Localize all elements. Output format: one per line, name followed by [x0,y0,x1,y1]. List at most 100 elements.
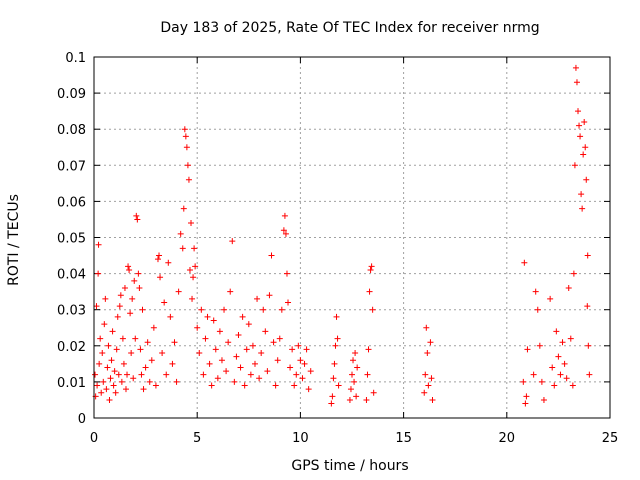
data-point [120,360,127,367]
data-point [428,375,435,382]
data-point [237,364,244,371]
data-point [122,386,129,393]
data-point [180,205,187,212]
data-point [191,245,198,252]
data-point [572,64,579,71]
data-point [534,306,541,313]
data-point [189,295,196,302]
data-point [366,288,373,295]
y-tick-label: 0.1 [65,51,86,66]
data-point [285,299,292,306]
data-point [584,303,591,310]
data-point [194,324,201,331]
data-point [192,263,199,270]
data-point [264,368,271,375]
data-point [422,371,429,378]
data-point [112,389,119,396]
data-point [95,241,102,248]
data-point [289,346,296,353]
data-point [538,378,545,385]
data-point [370,389,377,396]
data-point [212,346,219,353]
data-point [107,375,114,382]
data-point [421,389,428,396]
data-point [109,328,116,335]
data-point [332,342,339,349]
data-point [280,227,287,234]
data-point [96,360,103,367]
data-point [163,371,170,378]
y-tick-label: 0.06 [57,195,86,210]
data-point [354,364,361,371]
data-point [369,306,376,313]
data-point [113,346,120,353]
data-point [368,263,375,270]
data-point [139,306,146,313]
data-point [330,375,337,382]
data-point [161,299,168,306]
data-point [154,256,161,263]
data-point [137,346,144,353]
x-tick-label: 0 [90,431,98,446]
data-point [223,368,230,375]
data-point [181,126,188,133]
data-point [241,382,248,389]
data-point [103,386,110,393]
data-point [136,285,143,292]
data-point [530,371,537,378]
data-point [235,331,242,338]
data-point [575,108,582,115]
data-point [278,306,285,313]
data-point [429,396,436,403]
data-point [245,321,252,328]
data-point [364,371,371,378]
data-point [97,335,104,342]
data-point [142,364,149,371]
y-tick-labels: 0 0.01 0.02 0.03 0.04 0.05 0.06 0.07 0.08 0.09 0.1 [57,51,86,427]
data-point [352,350,359,357]
data-point [522,400,529,407]
data-point [425,382,432,389]
data-point [110,382,117,389]
chart-title: Day 183 of 2025, Rate Of TEC Index for r… [160,20,539,36]
data-point [157,274,164,281]
data-point [350,357,357,364]
data-point [301,360,308,367]
data-point [287,364,294,371]
data-point [293,371,300,378]
x-tick-label: 25 [602,431,619,446]
data-point [106,396,113,403]
data-point [565,285,572,292]
data-point [583,176,590,183]
data-point [118,378,125,385]
data-point [102,295,109,302]
data-point [582,144,589,151]
data-point [331,360,338,367]
data-point [94,382,101,389]
data-point [190,274,197,281]
data-point [216,328,223,335]
data-point [266,292,273,299]
data-point [295,342,302,349]
data-point [262,328,269,335]
data-point [129,295,136,302]
y-tick-label: 0.08 [57,123,86,138]
data-point [349,371,355,378]
data-point [578,191,585,198]
data-point [581,118,588,125]
plot-frame [93,56,611,419]
data-point [274,357,281,364]
data-point [169,360,176,367]
data-point [198,306,205,313]
data-point [148,357,155,364]
data-point [333,313,340,320]
data-point [258,350,265,357]
data-point [204,313,211,320]
x-tick-label: 20 [499,431,516,446]
data-point [132,335,139,342]
y-tick-label: 0 [78,412,86,427]
data-point [206,360,213,367]
data-point [567,335,574,342]
data-point [270,339,277,346]
data-point [133,212,140,219]
